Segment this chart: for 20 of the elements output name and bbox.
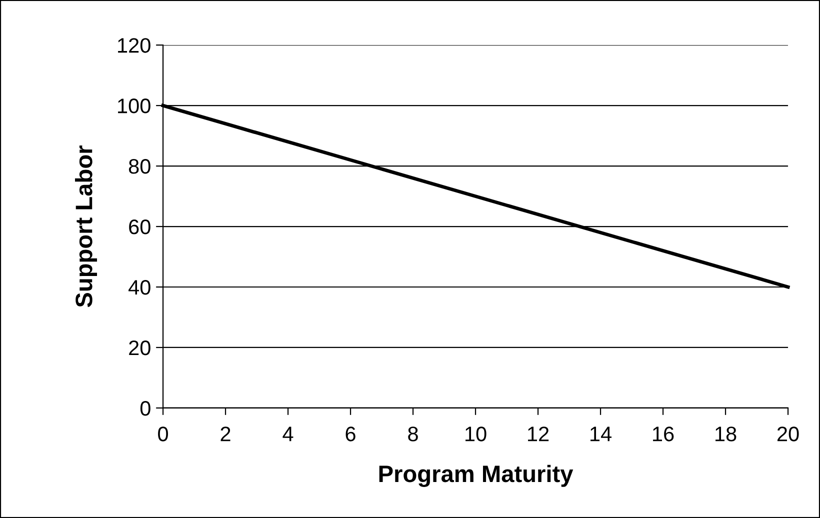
x-tick-label: 0 (158, 426, 168, 442)
y-tick-label: 120 (118, 38, 150, 53)
x-tick-label: 10 (466, 426, 486, 442)
y-tick-label: 60 (129, 220, 150, 234)
x-tick-label: 16 (653, 426, 674, 442)
x-tick-label: 12 (528, 426, 549, 442)
x-tick-label: 2 (220, 426, 230, 442)
y-tick-label: 40 (128, 280, 150, 295)
y-tick-label: 20 (129, 340, 150, 356)
x-tick-label: 4 (282, 426, 294, 442)
y-axis-title: Support Labor (75, 146, 98, 308)
y-tick-label: 0 (140, 400, 150, 416)
x-tick-label: 8 (408, 426, 418, 442)
x-tick-label: 6 (346, 426, 356, 442)
x-tick-label: 18 (716, 426, 736, 442)
x-tick-label: 20 (777, 426, 799, 442)
x-axis-title: Program Maturity (379, 464, 574, 488)
x-tick-label: 14 (590, 426, 612, 442)
y-tick-label: 80 (128, 159, 150, 174)
y-tick-label: 100 (118, 98, 150, 114)
